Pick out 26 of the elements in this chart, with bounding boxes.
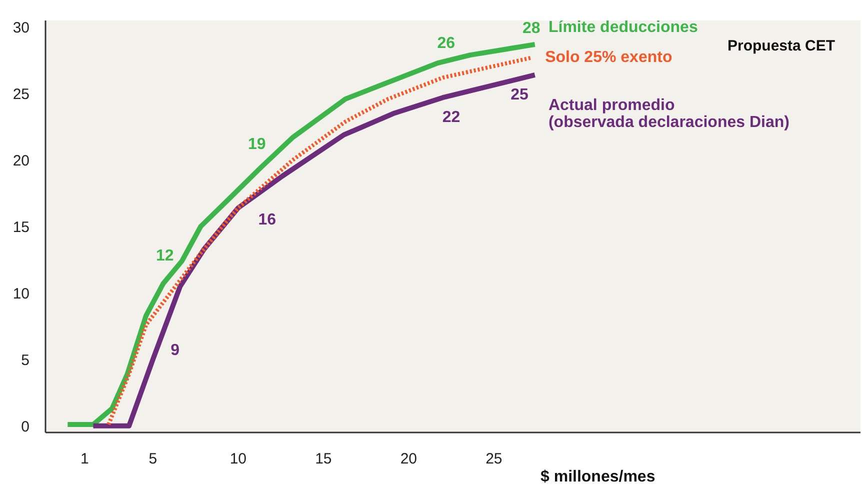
annotation: Propuesta CET [728, 37, 836, 54]
annotation: 28 [522, 20, 540, 38]
y-tick-label: 10 [12, 285, 30, 302]
x-axis-title: $ millones/mes [540, 468, 656, 485]
annotation: 9 [170, 342, 180, 359]
x-tick-label: 1 [80, 450, 89, 468]
annotation: 22 [442, 109, 460, 126]
series-label: Límite deducciones [548, 18, 698, 36]
x-tick-label: 15 [315, 450, 332, 468]
y-tick-label: 5 [21, 352, 30, 369]
y-tick-label: 25 [12, 86, 30, 104]
annotation: 25 [510, 86, 528, 104]
annotation: 12 [156, 247, 174, 264]
annotation: 16 [258, 212, 276, 229]
annotation: 19 [248, 136, 266, 153]
x-tick-label: 5 [148, 450, 158, 468]
y-tick-label: 0 [21, 418, 30, 436]
annotation: 26 [437, 34, 456, 52]
x-tick-label: 25 [486, 450, 502, 468]
y-tick-label: 30 [12, 20, 30, 37]
series-label: Solo 25% exento [545, 49, 672, 66]
x-tick-label: 10 [230, 450, 247, 468]
y-tick-label: 20 [12, 152, 30, 170]
y-tick-label: 15 [12, 219, 30, 236]
series-label: Actual promedio (observada declaraciones Dian) [548, 96, 790, 131]
x-tick-label: 20 [400, 450, 418, 468]
